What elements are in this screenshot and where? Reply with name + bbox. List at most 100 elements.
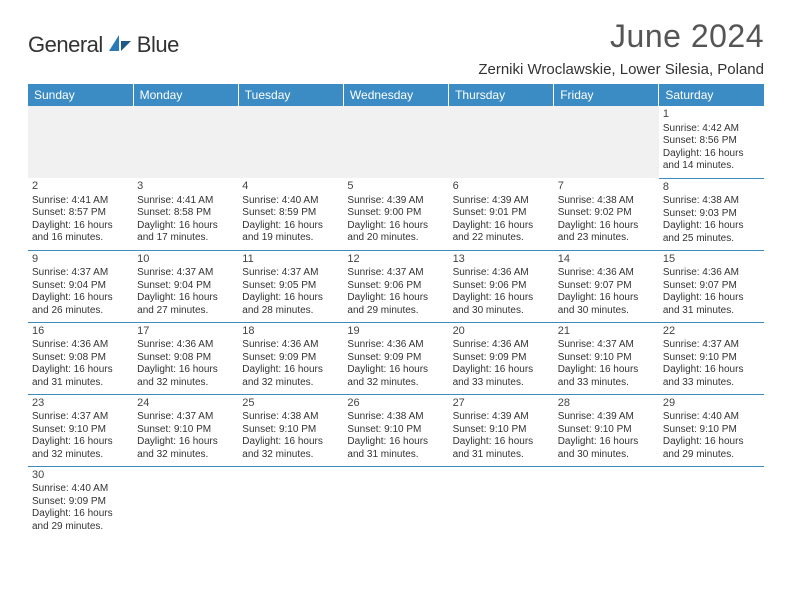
daylight-text: Daylight: 16 hours (137, 292, 234, 305)
day-number: 15 (663, 253, 760, 267)
sunset-text: Sunset: 9:10 PM (558, 424, 655, 437)
calendar-cell: 18Sunrise: 4:36 AMSunset: 9:09 PMDayligh… (238, 322, 343, 394)
calendar-cell: 19Sunrise: 4:36 AMSunset: 9:09 PMDayligh… (343, 322, 448, 394)
calendar-cell: 9Sunrise: 4:37 AMSunset: 9:04 PMDaylight… (28, 250, 133, 322)
sunrise-text: Sunrise: 4:39 AM (347, 195, 444, 208)
day-number: 28 (558, 397, 655, 411)
daylight-text: and 32 minutes. (137, 449, 234, 462)
daylight-text: Daylight: 16 hours (137, 364, 234, 377)
calendar-table: SundayMondayTuesdayWednesdayThursdayFrid… (28, 84, 764, 538)
calendar-cell: 8Sunrise: 4:38 AMSunset: 9:03 PMDaylight… (659, 178, 764, 250)
calendar-row: 1Sunrise: 4:42 AMSunset: 8:56 PMDaylight… (28, 106, 764, 178)
sunset-text: Sunset: 9:03 PM (663, 208, 760, 221)
brand-name-b: Blue (111, 32, 179, 58)
daylight-text: Daylight: 16 hours (32, 508, 129, 521)
calendar-cell (343, 106, 448, 178)
sunrise-text: Sunrise: 4:39 AM (453, 195, 550, 208)
sunset-text: Sunset: 9:05 PM (242, 280, 339, 293)
calendar-row: 23Sunrise: 4:37 AM Sunset: 9:10 PM Dayligh… (28, 394, 764, 466)
daylight-text: Daylight: 16 hours (347, 364, 444, 377)
page-title: June 2024 (478, 18, 764, 55)
sunrise-text: Sunrise: 4:40 AM (32, 483, 129, 496)
day-header: Tuesday (238, 84, 343, 106)
day-number: 24 (137, 397, 234, 411)
sunset-text: Sunset: 9:06 PM (453, 280, 550, 293)
daylight-text: and 26 minutes. (32, 305, 129, 318)
sunrise-text: Sunrise: 4:37 AM (242, 267, 339, 280)
calendar-cell (133, 106, 238, 178)
sunset-text: Sunset: 9:10 PM (558, 352, 655, 365)
day-number: 25 (242, 397, 339, 411)
daylight-text: and 30 minutes. (558, 305, 655, 318)
sunset-text: Sunset: 9:10 PM (663, 424, 760, 437)
daylight-text: and 32 minutes. (137, 377, 234, 390)
daylight-text: Daylight: 16 hours (453, 364, 550, 377)
day-number: 4 (242, 180, 339, 194)
sunrise-text: Sunrise: 4:37 AM (558, 339, 655, 352)
sunset-text: Sunset: 8:59 PM (242, 207, 339, 220)
daylight-text: and 17 minutes. (137, 232, 234, 245)
calendar-cell (554, 106, 659, 178)
sunset-text: Sunset: 9:09 PM (453, 352, 550, 365)
location-text: Zerniki Wroclawskie, Lower Silesia, Pola… (478, 61, 764, 78)
daylight-text: and 25 minutes. (663, 233, 760, 246)
sunrise-text: Sunrise: 4:38 AM (242, 411, 339, 424)
sunrise-text: Sunrise: 4:37 AM (663, 339, 760, 352)
sunset-text: Sunset: 9:00 PM (347, 207, 444, 220)
daylight-text: Daylight: 16 hours (32, 220, 129, 233)
daylight-text: and 32 minutes. (32, 449, 129, 462)
sunrise-text: Sunrise: 4:37 AM (137, 267, 234, 280)
sunrise-text: Sunrise: 4:40 AM (663, 411, 760, 424)
calendar-cell: 13Sunrise: 4:36 AMSunset: 9:06 PMDayligh… (449, 250, 554, 322)
sunset-text: Sunset: 9:01 PM (453, 207, 550, 220)
day-number: 14 (558, 253, 655, 267)
calendar-cell: 14Sunrise: 4:36 AMSunset: 9:07 PMDayligh… (554, 250, 659, 322)
sunset-text: Sunset: 9:09 PM (347, 352, 444, 365)
day-number: 23 (32, 397, 129, 411)
daylight-text: and 31 minutes. (32, 377, 129, 390)
day-header: Wednesday (343, 84, 448, 106)
day-number: 30 (32, 469, 129, 483)
daylight-text: and 29 minutes. (347, 305, 444, 318)
daylight-text: and 31 minutes. (347, 449, 444, 462)
sunset-text: Sunset: 9:10 PM (137, 424, 234, 437)
calendar-row: 2Sunrise: 4:41 AMSunset: 8:57 PMDaylight… (28, 178, 764, 250)
sunset-text: Sunset: 9:08 PM (137, 352, 234, 365)
daylight-text: Daylight: 16 hours (663, 220, 760, 233)
calendar-cell (449, 106, 554, 178)
sunrise-text: Sunrise: 4:37 AM (32, 411, 129, 424)
sunset-text: Sunset: 8:58 PM (137, 207, 234, 220)
header: General Blue June 2024 Zerniki Wroclawsk… (28, 18, 764, 78)
sunset-text: Sunset: 9:09 PM (32, 496, 129, 509)
day-number: 16 (32, 325, 129, 339)
calendar-cell (133, 466, 238, 538)
daylight-text: Daylight: 16 hours (137, 220, 234, 233)
sunrise-text: Sunrise: 4:37 AM (347, 267, 444, 280)
calendar-cell: 2Sunrise: 4:41 AMSunset: 8:57 PMDaylight… (28, 178, 133, 250)
sunset-text: Sunset: 9:08 PM (32, 352, 129, 365)
sunset-text: Sunset: 9:10 PM (663, 352, 760, 365)
daylight-text: Daylight: 16 hours (663, 292, 760, 305)
calendar-cell (28, 106, 133, 178)
daylight-text: and 33 minutes. (453, 377, 550, 390)
sunrise-text: Sunrise: 4:36 AM (242, 339, 339, 352)
calendar-cell: 3Sunrise: 4:41 AMSunset: 8:58 PMDaylight… (133, 178, 238, 250)
calendar-cell: 20Sunrise: 4:36 AMSunset: 9:09 PMDayligh… (449, 322, 554, 394)
sunset-text: Sunset: 8:56 PM (663, 135, 760, 148)
daylight-text: and 27 minutes. (137, 305, 234, 318)
sunset-text: Sunset: 9:04 PM (137, 280, 234, 293)
day-number: 12 (347, 253, 444, 267)
sunrise-text: Sunrise: 4:36 AM (453, 267, 550, 280)
sunset-text: Sunset: 9:02 PM (558, 207, 655, 220)
daylight-text: and 28 minutes. (242, 305, 339, 318)
daylight-text: Daylight: 16 hours (347, 436, 444, 449)
sunset-text: Sunset: 9:10 PM (242, 424, 339, 437)
calendar-cell: 27Sunrise: 4:39 AMSunset: 9:10 PMDayligh… (449, 394, 554, 466)
day-number: 2 (32, 180, 129, 194)
daylight-text: Daylight: 16 hours (663, 148, 760, 161)
daylight-text: Daylight: 16 hours (347, 220, 444, 233)
day-number: 6 (453, 180, 550, 194)
calendar-cell: 30Sunrise: 4:40 AMSunset: 9:09 PMDayligh… (28, 466, 133, 538)
daylight-text: and 16 minutes. (32, 232, 129, 245)
title-block: June 2024 Zerniki Wroclawskie, Lower Sil… (478, 18, 764, 78)
